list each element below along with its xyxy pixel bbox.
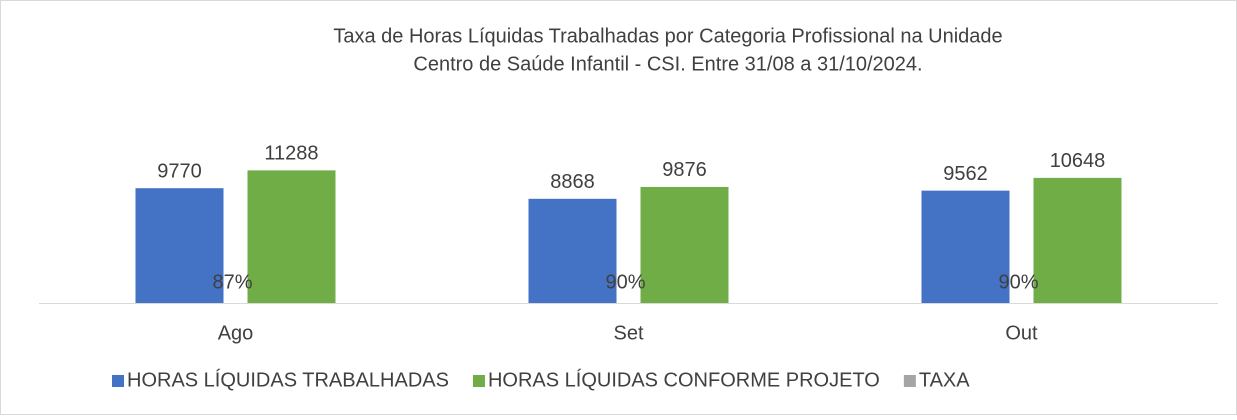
bar [641, 187, 729, 303]
bar [248, 170, 336, 303]
x-tick-label: Set [613, 322, 643, 344]
data-label: 87% [212, 271, 252, 293]
data-label: 8868 [550, 171, 595, 193]
legend-label: HORAS LÍQUIDAS CONFORME PROJETO [488, 368, 880, 391]
data-label: 10648 [1050, 150, 1106, 172]
x-tick-label: Out [1005, 322, 1038, 344]
data-label: 9876 [662, 159, 707, 181]
x-tick-label: Ago [218, 322, 254, 344]
legend-label: TAXA [919, 369, 970, 391]
data-label: 90% [605, 271, 645, 293]
bar [136, 188, 224, 303]
chart-title: Taxa de Horas Líquidas Trabalhadas por C… [333, 25, 1002, 47]
legend-swatch [473, 375, 485, 387]
bar [529, 199, 617, 303]
data-label: 9770 [157, 160, 202, 182]
legend-swatch [112, 375, 124, 387]
legend-label: HORAS LÍQUIDAS TRABALHADAS [127, 368, 449, 391]
legend-swatch [904, 375, 916, 387]
chart-title: Centro de Saúde Infantil - CSI. Entre 31… [413, 53, 922, 75]
data-label: 9562 [943, 163, 988, 185]
bar [922, 191, 1010, 303]
bar [1034, 178, 1122, 303]
data-label: 90% [998, 271, 1038, 293]
data-label: 11288 [264, 143, 318, 165]
